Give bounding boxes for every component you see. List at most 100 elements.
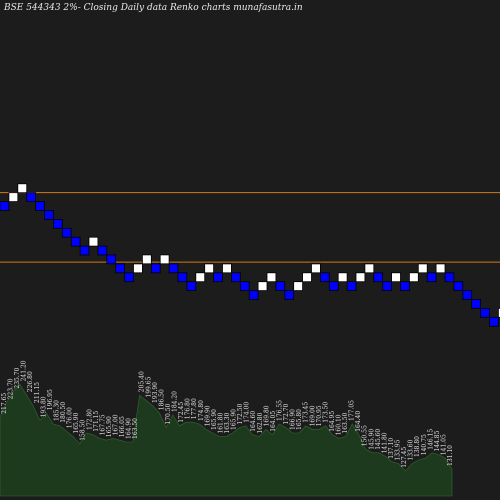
- renko-brick: [373, 272, 384, 283]
- renko-brick: [186, 281, 197, 292]
- renko-brick: [44, 210, 54, 220]
- renko-brick: [257, 281, 268, 292]
- volume-label: 137.10: [388, 438, 395, 459]
- chart-title: BSE 544343 2%- Closing Daily data Renko …: [4, 3, 303, 13]
- volume-label: 193.80: [40, 396, 47, 417]
- volume-label: 164.95: [329, 411, 336, 432]
- volume-label: 165.90: [106, 416, 113, 437]
- volume-label: 193.90: [152, 382, 159, 403]
- volume-label: 211.15: [34, 382, 41, 403]
- volume-label: 169.00: [309, 405, 316, 426]
- renko-brick: [106, 254, 117, 265]
- renko-brick: [17, 183, 28, 194]
- volume-label: 173.50: [322, 402, 329, 423]
- volume-label: 199.65: [145, 376, 152, 397]
- volume-label: 169.90: [204, 405, 211, 426]
- volume-label: 146.15: [427, 429, 434, 450]
- renko-brick: [168, 263, 179, 274]
- volume-label: 173.45: [303, 402, 310, 423]
- volume-label: 161.80: [217, 412, 224, 433]
- renko-brick: [61, 227, 72, 238]
- renko-brick: [124, 272, 134, 283]
- renko-brick: [150, 263, 161, 274]
- volume-label: 140.75: [421, 434, 428, 455]
- renko-brick: [248, 290, 259, 300]
- volume-label: 172.45: [178, 402, 185, 423]
- volume-label: 160.10: [336, 414, 343, 435]
- renko-brick: [275, 281, 286, 292]
- volume-label: 167.75: [99, 414, 106, 435]
- renko-brick: [311, 263, 321, 274]
- renko-brick: [408, 272, 419, 283]
- renko-brick: [364, 263, 375, 274]
- volume-label: 217.65: [1, 393, 8, 414]
- volume-label: 165.80: [296, 409, 303, 430]
- volume-label: 186.50: [158, 389, 165, 410]
- renko-brick: [346, 281, 357, 292]
- volume-label: 164.05: [270, 411, 277, 432]
- renko-brick: [426, 272, 437, 283]
- renko-brick: [115, 263, 125, 274]
- renko-brick: [489, 316, 499, 327]
- volume-label: 174.80: [198, 400, 205, 421]
- renko-brick: [70, 236, 81, 247]
- renko-brick: [417, 263, 428, 274]
- renko-brick: [204, 263, 214, 274]
- volume-label: 172.70: [283, 403, 290, 424]
- renko-brick: [53, 218, 63, 229]
- volume-label: 133.60: [408, 439, 415, 460]
- renko-brick: [141, 254, 152, 265]
- volume-label: 196.95: [47, 389, 54, 410]
- volume-label: 176.80: [185, 398, 192, 419]
- volume-label: 163.50: [342, 412, 349, 433]
- volume-label: 184.20: [172, 391, 179, 412]
- renko-brick: [159, 254, 170, 265]
- volume-label: 144.85: [434, 430, 441, 451]
- volume-label: 176.55: [277, 400, 284, 421]
- renko-brick: [8, 192, 19, 202]
- renko-brick: [239, 281, 250, 292]
- renko-brick: [480, 307, 490, 318]
- volume-label: 163.50: [132, 418, 139, 439]
- volume-label: 169.80: [263, 405, 270, 426]
- renko-brick: [497, 307, 500, 318]
- renko-brick: [0, 201, 10, 211]
- renko-brick: [391, 272, 401, 283]
- volume-label: 223.70: [8, 378, 15, 399]
- renko-brick: [319, 272, 330, 283]
- renko-brick: [471, 298, 482, 309]
- renko-brick: [230, 272, 241, 283]
- renko-brick: [26, 192, 37, 202]
- volume-label: 180.50: [60, 402, 67, 423]
- renko-brick: [35, 201, 45, 211]
- volume-label: 226.80: [27, 371, 34, 392]
- volume-label: 138.80: [414, 436, 421, 457]
- volume-label: 177.05: [349, 400, 356, 421]
- volume-label: 131.10: [447, 445, 454, 466]
- volume-area-path: [0, 383, 453, 497]
- volume-label: 174.00: [244, 402, 251, 423]
- volume-label: 172.80: [86, 409, 93, 430]
- volume-label: 171.15: [93, 411, 100, 432]
- volume-label: 145.60: [375, 429, 382, 450]
- volume-label: 166.05: [119, 416, 126, 437]
- volume-label: 164.90: [126, 418, 133, 439]
- volume-label: 205.40: [139, 371, 146, 392]
- volume-label: 127.45: [401, 447, 408, 468]
- renko-brick: [195, 272, 206, 283]
- volume-label: 185.30: [54, 400, 61, 421]
- renko-brick: [284, 290, 295, 300]
- renko-brick: [79, 245, 90, 256]
- renko-brick: [302, 272, 312, 283]
- volume-label: 165.90: [73, 412, 80, 433]
- volume-label: 165.90: [211, 409, 218, 430]
- volume-label: 170.95: [316, 405, 323, 426]
- volume-label: 167.00: [113, 414, 120, 435]
- renko-brick: [293, 281, 304, 292]
- volume-label: 133.95: [395, 439, 402, 460]
- renko-brick: [133, 263, 143, 274]
- renko-brick: [177, 272, 188, 283]
- renko-brick: [444, 272, 455, 283]
